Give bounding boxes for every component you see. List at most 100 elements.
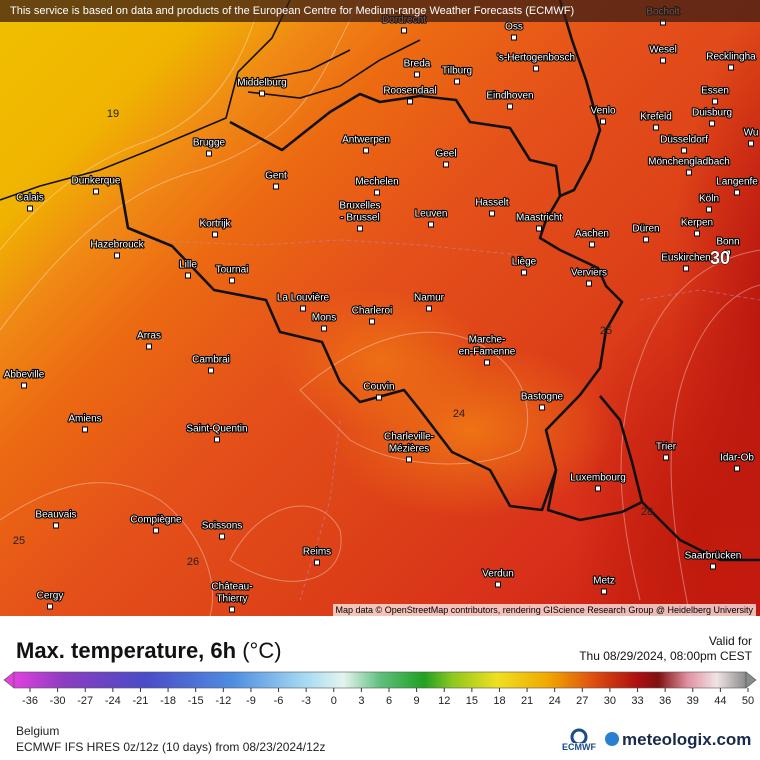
city-label: Saint-Quentin [186, 424, 247, 435]
city-dot [507, 103, 513, 110]
city-dot [259, 90, 265, 97]
contour-label: 26 [187, 556, 199, 568]
isotherm [0, 0, 361, 331]
logo-shape [570, 728, 588, 743]
city-label: Namur [414, 293, 445, 304]
ecmwf-text: ECMWF [562, 742, 596, 752]
city-dot [734, 465, 740, 472]
bar-ticks: -36 -30 -27 -24 -21 -18 -15 -12 -9 -6 -3 0 3 6 9 12 15 18… [22, 688, 754, 707]
city-label: Reims [303, 547, 331, 558]
title-text: Max. temperature, 6h [16, 638, 237, 663]
city-label: Oss [505, 22, 523, 33]
coast [259, 49, 351, 81]
bar-tick-label: -15 [188, 695, 204, 707]
city-label: Trier [656, 442, 677, 453]
city-dot [146, 343, 152, 350]
country-borders [118, 0, 760, 562]
city-label: Venlo [590, 106, 615, 117]
valid: Valid for Thu 08/29/2024, 08:00pm CEST [579, 634, 752, 664]
isotherm [620, 249, 760, 601]
bar-tick-label: 18 [493, 695, 505, 707]
city-dot [212, 231, 218, 238]
region-border [129, 239, 521, 256]
city-label: Leuven [415, 209, 448, 220]
city-label: Thierry [216, 594, 247, 605]
city-label: Kerpen [681, 218, 713, 229]
bar-tick-label: -27 [77, 695, 93, 707]
contour-label: 25 [600, 325, 612, 337]
city-dot [208, 367, 214, 374]
city-label: Marche- [469, 335, 506, 346]
city-label: Roosendaal [383, 86, 436, 97]
city-label: Düren [632, 224, 659, 235]
city-label: Beauvais [35, 510, 76, 521]
city-dot [363, 147, 369, 154]
city-label: Soissons [202, 521, 243, 532]
coast [0, 0, 291, 201]
colorbar: -36 -30 -27 -24 -21 -18 -15 -12 -9 -6 -3 0 3 6 9 12 15 18… [3, 671, 757, 707]
city-label: Wu [744, 128, 759, 139]
city-dot [710, 563, 716, 570]
contour-labels: 19 30 25 24 25 26 28 [13, 108, 731, 568]
region-border [299, 419, 341, 601]
city-label: Düsseldorf [660, 135, 708, 146]
city-dot [114, 252, 120, 259]
city-label: Gent [265, 171, 287, 182]
city-dot [374, 189, 380, 196]
isotherms [0, 0, 760, 616]
map-layer: DordrechtOssBocholtBredaTilburg's-Hertog… [0, 0, 760, 616]
city-label: Hasselt [475, 198, 509, 209]
brand: meteologix.com [622, 730, 752, 749]
city-dot [414, 71, 420, 78]
notice: This service is based on data and produc… [0, 0, 760, 22]
city-dot [185, 272, 191, 279]
valid-time: Thu 08/29/2024, 08:00pm CEST [579, 649, 752, 663]
contour-label: 25 [13, 535, 25, 547]
country-border [558, 0, 602, 198]
city-label: Idar-Ob [720, 453, 754, 464]
model-info: ECMWF IFS HRES 0z/12z (10 days) from 08/… [16, 740, 326, 754]
bar-tick-label: -24 [105, 695, 121, 707]
city-label: Verdun [482, 569, 514, 580]
city-dot [443, 161, 449, 168]
city-dot [681, 147, 687, 154]
valid-label: Valid for [708, 634, 752, 648]
bar-max-arrow [745, 671, 757, 689]
country-border [641, 501, 760, 562]
city-dot [725, 249, 731, 256]
bar-tick-label: 12 [438, 695, 450, 707]
city-dot [214, 436, 220, 443]
city-dot [406, 456, 412, 463]
city-dot [601, 588, 607, 595]
city-label: Lille [179, 260, 197, 271]
city-label: Mönchengladbach [648, 157, 730, 168]
city-dot [489, 210, 495, 217]
city-label: Brugge [193, 138, 226, 149]
bar-tick-label: -12 [215, 695, 231, 707]
city-label: Verviers [571, 268, 607, 279]
bar-tick-label: -6 [274, 695, 284, 707]
contour-label: 28 [641, 506, 653, 518]
city-label: Amiens [68, 414, 101, 425]
city-dot [376, 394, 382, 401]
city-label: Arras [137, 331, 161, 342]
city-dot [734, 189, 740, 196]
city-dot [21, 382, 27, 389]
city-dot [82, 426, 88, 433]
city-label: Mons [312, 313, 336, 324]
city-label: Hazebrouck [90, 240, 144, 251]
city-dot [748, 140, 754, 147]
city-dot [300, 305, 306, 312]
bar-tick-label: 44 [714, 695, 726, 707]
bar-tick-label: 21 [521, 695, 533, 707]
cities: DordrechtOssBocholtBredaTilburg's-Hertog… [3, 6, 760, 613]
city-dot [53, 522, 59, 529]
city-dot [27, 205, 33, 212]
bar-tick-label: 50 [742, 695, 754, 707]
city-dot [229, 606, 235, 613]
city-label: Krefeld [640, 112, 672, 123]
city-label: Mézières [389, 444, 430, 455]
region-border [639, 289, 760, 301]
bar-tick-label: 27 [576, 695, 588, 707]
